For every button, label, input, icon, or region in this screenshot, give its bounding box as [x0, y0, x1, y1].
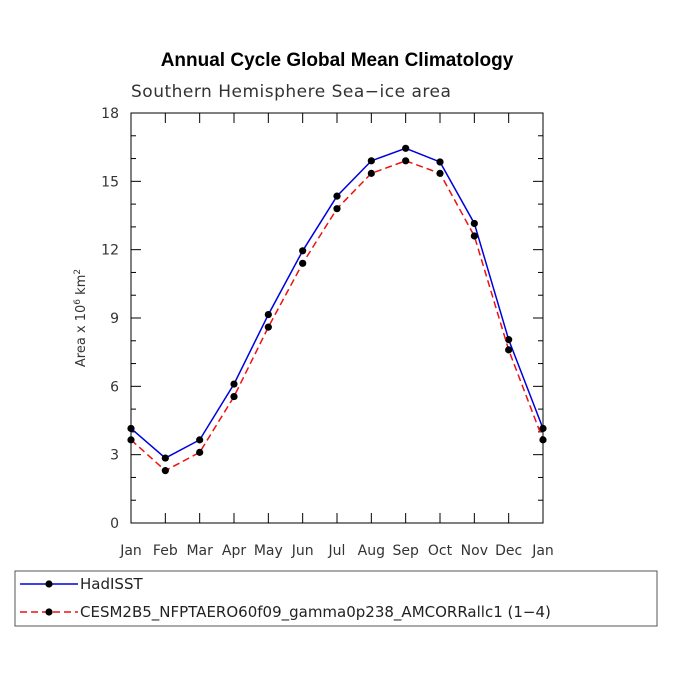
- legend-marker: [45, 580, 53, 588]
- y-axis-ticks: [131, 112, 543, 524]
- plot-frame: [130, 112, 544, 524]
- data-point: [230, 380, 238, 388]
- data-point: [196, 436, 204, 444]
- x-tick-label: Jan: [119, 543, 142, 559]
- data-point: [333, 205, 341, 213]
- legend-frame: [14, 570, 658, 627]
- data-point: [299, 259, 307, 267]
- x-tick-label: Sep: [392, 543, 419, 559]
- data-point: [161, 454, 169, 462]
- legend-entry: HadISST: [20, 575, 143, 593]
- chart-subtitle: Southern Hemisphere Sea−ice area: [131, 82, 451, 102]
- data-point: [127, 436, 135, 444]
- data-point: [264, 310, 272, 319]
- data-point: [402, 157, 410, 165]
- x-tick-label: Feb: [153, 543, 178, 559]
- data-point: [299, 247, 307, 255]
- y-axis-title-exponent: 6: [73, 299, 83, 305]
- y-axis-title-unit: km: [74, 275, 89, 299]
- legend-entries: HadISST CESM2B5_NFPTAERO60f09_gamma0p238_…: [20, 575, 551, 622]
- y-axis-title-prefix: Area x 10: [74, 305, 89, 367]
- data-point: [436, 158, 444, 166]
- legend-marker: [45, 608, 53, 616]
- x-tick-label: Jun: [291, 543, 314, 559]
- x-tick-label: Aug: [358, 543, 385, 559]
- y-axis-title-unit-exponent: 2: [73, 269, 83, 275]
- x-tick-label: Mar: [186, 543, 213, 559]
- y-tick-label: 9: [110, 311, 119, 327]
- data-point: [127, 424, 135, 433]
- x-tick-label: May: [254, 543, 283, 559]
- data-point: [470, 219, 478, 228]
- data-point: [367, 169, 375, 177]
- data-point: [470, 232, 478, 240]
- x-tick-label: Jul: [328, 543, 346, 559]
- y-tick-label: 15: [101, 174, 119, 190]
- data-point: [402, 144, 410, 152]
- legend: HadISST CESM2B5_NFPTAERO60f09_gamma0p238_…: [14, 570, 658, 627]
- chart-title: Annual Cycle Global Mean Climatology: [161, 50, 514, 71]
- y-tick-label: 0: [110, 516, 119, 532]
- data-point: [230, 392, 238, 401]
- series-1: [127, 144, 547, 462]
- data-point: [436, 169, 444, 177]
- y-tick-label: 18: [101, 106, 119, 122]
- legend-entry: CESM2B5_NFPTAERO60f09_gamma0p238_AMCORRa…: [20, 603, 551, 622]
- x-tick-label: Dec: [495, 543, 522, 559]
- data-point: [505, 336, 513, 344]
- x-axis-ticks: [130, 113, 544, 523]
- y-axis-title: Area x 106 km2: [73, 269, 89, 367]
- data-point: [367, 157, 375, 165]
- data-point: [539, 424, 547, 433]
- legend-label: CESM2B5_NFPTAERO60f09_gamma0p238_AMCORRa…: [80, 603, 551, 622]
- series-2: [127, 157, 547, 475]
- x-tick-label: Apr: [222, 543, 246, 559]
- data-point: [333, 192, 341, 200]
- x-tick-label: Oct: [428, 543, 453, 559]
- x-tick-label: Nov: [461, 543, 488, 559]
- data-point: [161, 467, 169, 475]
- series-layer: [127, 144, 547, 475]
- legend-label: HadISST: [80, 575, 143, 593]
- x-tick-label: Jan: [531, 543, 554, 559]
- y-tick-label: 6: [110, 379, 119, 395]
- y-tick-label: 3: [110, 448, 119, 464]
- data-point: [539, 436, 547, 444]
- x-tick-labels: Jan Feb Mar Apr May Jun Jul Aug Sep Oct Nov Dec Jan: [119, 543, 554, 559]
- y-tick-label: 12: [101, 243, 119, 259]
- data-point: [264, 323, 272, 331]
- data-point: [505, 346, 513, 354]
- y-tick-labels: 0 3 6 9 12 15 18: [101, 106, 119, 532]
- data-point: [196, 448, 204, 456]
